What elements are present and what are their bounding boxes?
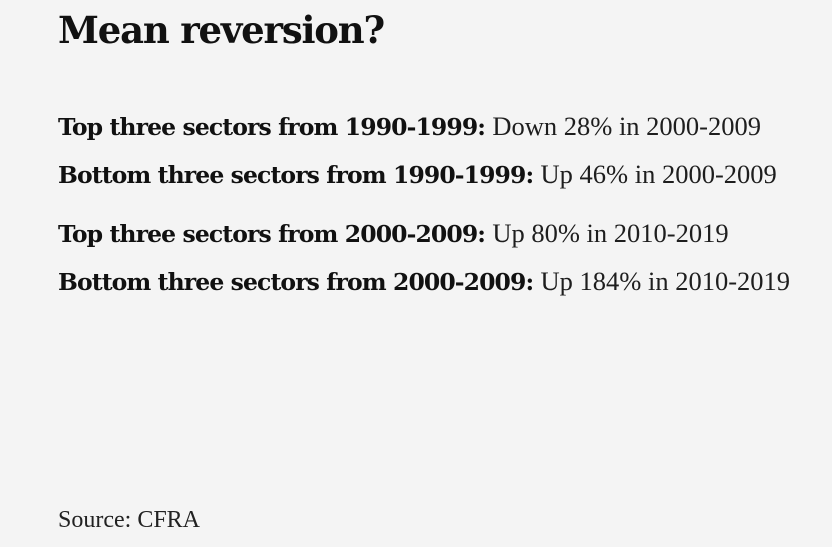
stat-item-bottom-1990s: Bottom three sectors from 1990-1999: Up … — [58, 151, 798, 199]
stat-label: Bottom three sectors from 2000-2009: — [58, 268, 541, 296]
stat-label: Top three sectors from 1990-1999: — [58, 113, 493, 141]
page-title: Mean reversion? — [58, 8, 385, 52]
stat-value: Up 184% in 2010-2019 — [540, 266, 791, 296]
stat-value: Up 46% in 2000-2009 — [540, 159, 777, 189]
stat-item-top-1990s: Top three sectors from 1990-1999: Down 2… — [58, 103, 798, 151]
stat-item-bottom-2000s: Bottom three sectors from 2000-2009: Up … — [58, 258, 798, 306]
stat-value: Up 80% in 2010-2019 — [492, 218, 729, 248]
stat-label: Top three sectors from 2000-2009: — [58, 220, 493, 248]
stat-value: Down 28% in 2000-2009 — [492, 111, 762, 141]
source-note: Source: CFRA — [58, 507, 201, 533]
stat-item-top-2000s: Top three sectors from 2000-2009: Up 80%… — [58, 210, 798, 258]
stats-list: Top three sectors from 1990-1999: Down 2… — [58, 103, 798, 306]
stat-label: Bottom three sectors from 1990-1999: — [58, 161, 541, 189]
